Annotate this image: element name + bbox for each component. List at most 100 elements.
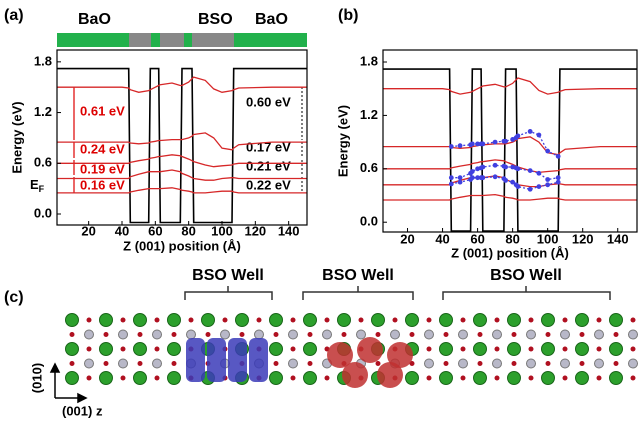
atom: [576, 314, 589, 327]
data-point: [458, 180, 463, 185]
atom: [376, 332, 381, 337]
data-point: [480, 165, 485, 170]
x-tick-label: 100: [211, 223, 233, 238]
atom: [474, 314, 487, 327]
axis-label: (001) z: [62, 403, 103, 418]
atom: [478, 361, 483, 366]
annotation: 0.61 eV: [80, 103, 125, 118]
atom: [629, 359, 638, 368]
data-point: [449, 144, 454, 149]
y-axis-label: Energy (eV): [335, 105, 350, 177]
atom: [391, 330, 400, 339]
atom: [508, 343, 521, 356]
atom: [512, 361, 517, 366]
atom: [508, 314, 521, 327]
atom: [563, 347, 568, 352]
data-point: [470, 169, 475, 174]
data-point: [493, 174, 498, 179]
atom: [580, 332, 585, 337]
atom: [189, 318, 194, 323]
atom: [270, 343, 283, 356]
atom: [304, 343, 317, 356]
atom: [427, 318, 432, 323]
atom: [546, 361, 551, 366]
atom: [563, 376, 568, 381]
atom: [461, 376, 466, 381]
atom: [325, 318, 330, 323]
plot-frame: [383, 50, 637, 232]
well-label: BSO Well: [490, 267, 562, 284]
atom: [474, 343, 487, 356]
atom: [372, 314, 385, 327]
data-point: [556, 154, 561, 159]
atom: [580, 361, 585, 366]
atom: [308, 361, 313, 366]
atom: [542, 314, 555, 327]
atom: [614, 332, 619, 337]
atom: [425, 330, 434, 339]
atom: [274, 332, 279, 337]
atom: [631, 347, 636, 352]
data-point: [470, 175, 475, 180]
atom: [595, 359, 604, 368]
y-tick-label: 0.0: [34, 205, 52, 220]
atom: [546, 332, 551, 337]
atom: [70, 361, 75, 366]
density-blob: [249, 338, 268, 382]
layer-label: BaO: [255, 11, 288, 28]
atom: [610, 314, 623, 327]
data-point: [528, 187, 533, 192]
atom: [614, 361, 619, 366]
x-tick-label: 120: [572, 231, 594, 246]
atom: [410, 332, 415, 337]
atom: [610, 372, 623, 385]
atom: [325, 376, 330, 381]
atom: [493, 359, 502, 368]
atom: [597, 318, 602, 323]
atom: [342, 332, 347, 337]
atom: [100, 314, 113, 327]
atom: [529, 376, 534, 381]
atom: [155, 376, 160, 381]
data-point: [458, 143, 463, 148]
well-label: BSO Well: [322, 267, 394, 284]
atom: [308, 332, 313, 337]
y-tick-label: 0.6: [34, 155, 52, 170]
atom: [323, 330, 332, 339]
atom: [223, 318, 228, 323]
atom: [357, 330, 366, 339]
density-blob: [186, 338, 205, 382]
fermi-text: E: [30, 177, 39, 192]
atom: [493, 330, 502, 339]
atom: [444, 361, 449, 366]
data-line: [373, 69, 638, 231]
y-tick-label: 0.0: [360, 214, 378, 229]
atom: [168, 343, 181, 356]
x-tick-label: 20: [81, 223, 95, 238]
atom: [376, 361, 381, 366]
data-point: [545, 149, 550, 154]
atom: [597, 347, 602, 352]
atom: [134, 343, 147, 356]
atom: [459, 359, 468, 368]
data-point: [493, 163, 498, 168]
atom: [138, 361, 143, 366]
atom: [289, 359, 298, 368]
atom: [134, 372, 147, 385]
data-point: [545, 182, 550, 187]
atom: [206, 332, 211, 337]
layer-label: BSO: [198, 11, 233, 28]
data-point: [537, 184, 542, 189]
atom: [595, 330, 604, 339]
atom: [291, 376, 296, 381]
atom: [85, 330, 94, 339]
y-tick-label: 0.6: [360, 160, 378, 175]
atom: [270, 314, 283, 327]
x-tick-label: 20: [400, 231, 414, 246]
atom: [134, 314, 147, 327]
data-point: [556, 175, 561, 180]
atom: [304, 372, 317, 385]
atom: [187, 330, 196, 339]
atom: [478, 332, 483, 337]
data-point: [515, 133, 520, 138]
